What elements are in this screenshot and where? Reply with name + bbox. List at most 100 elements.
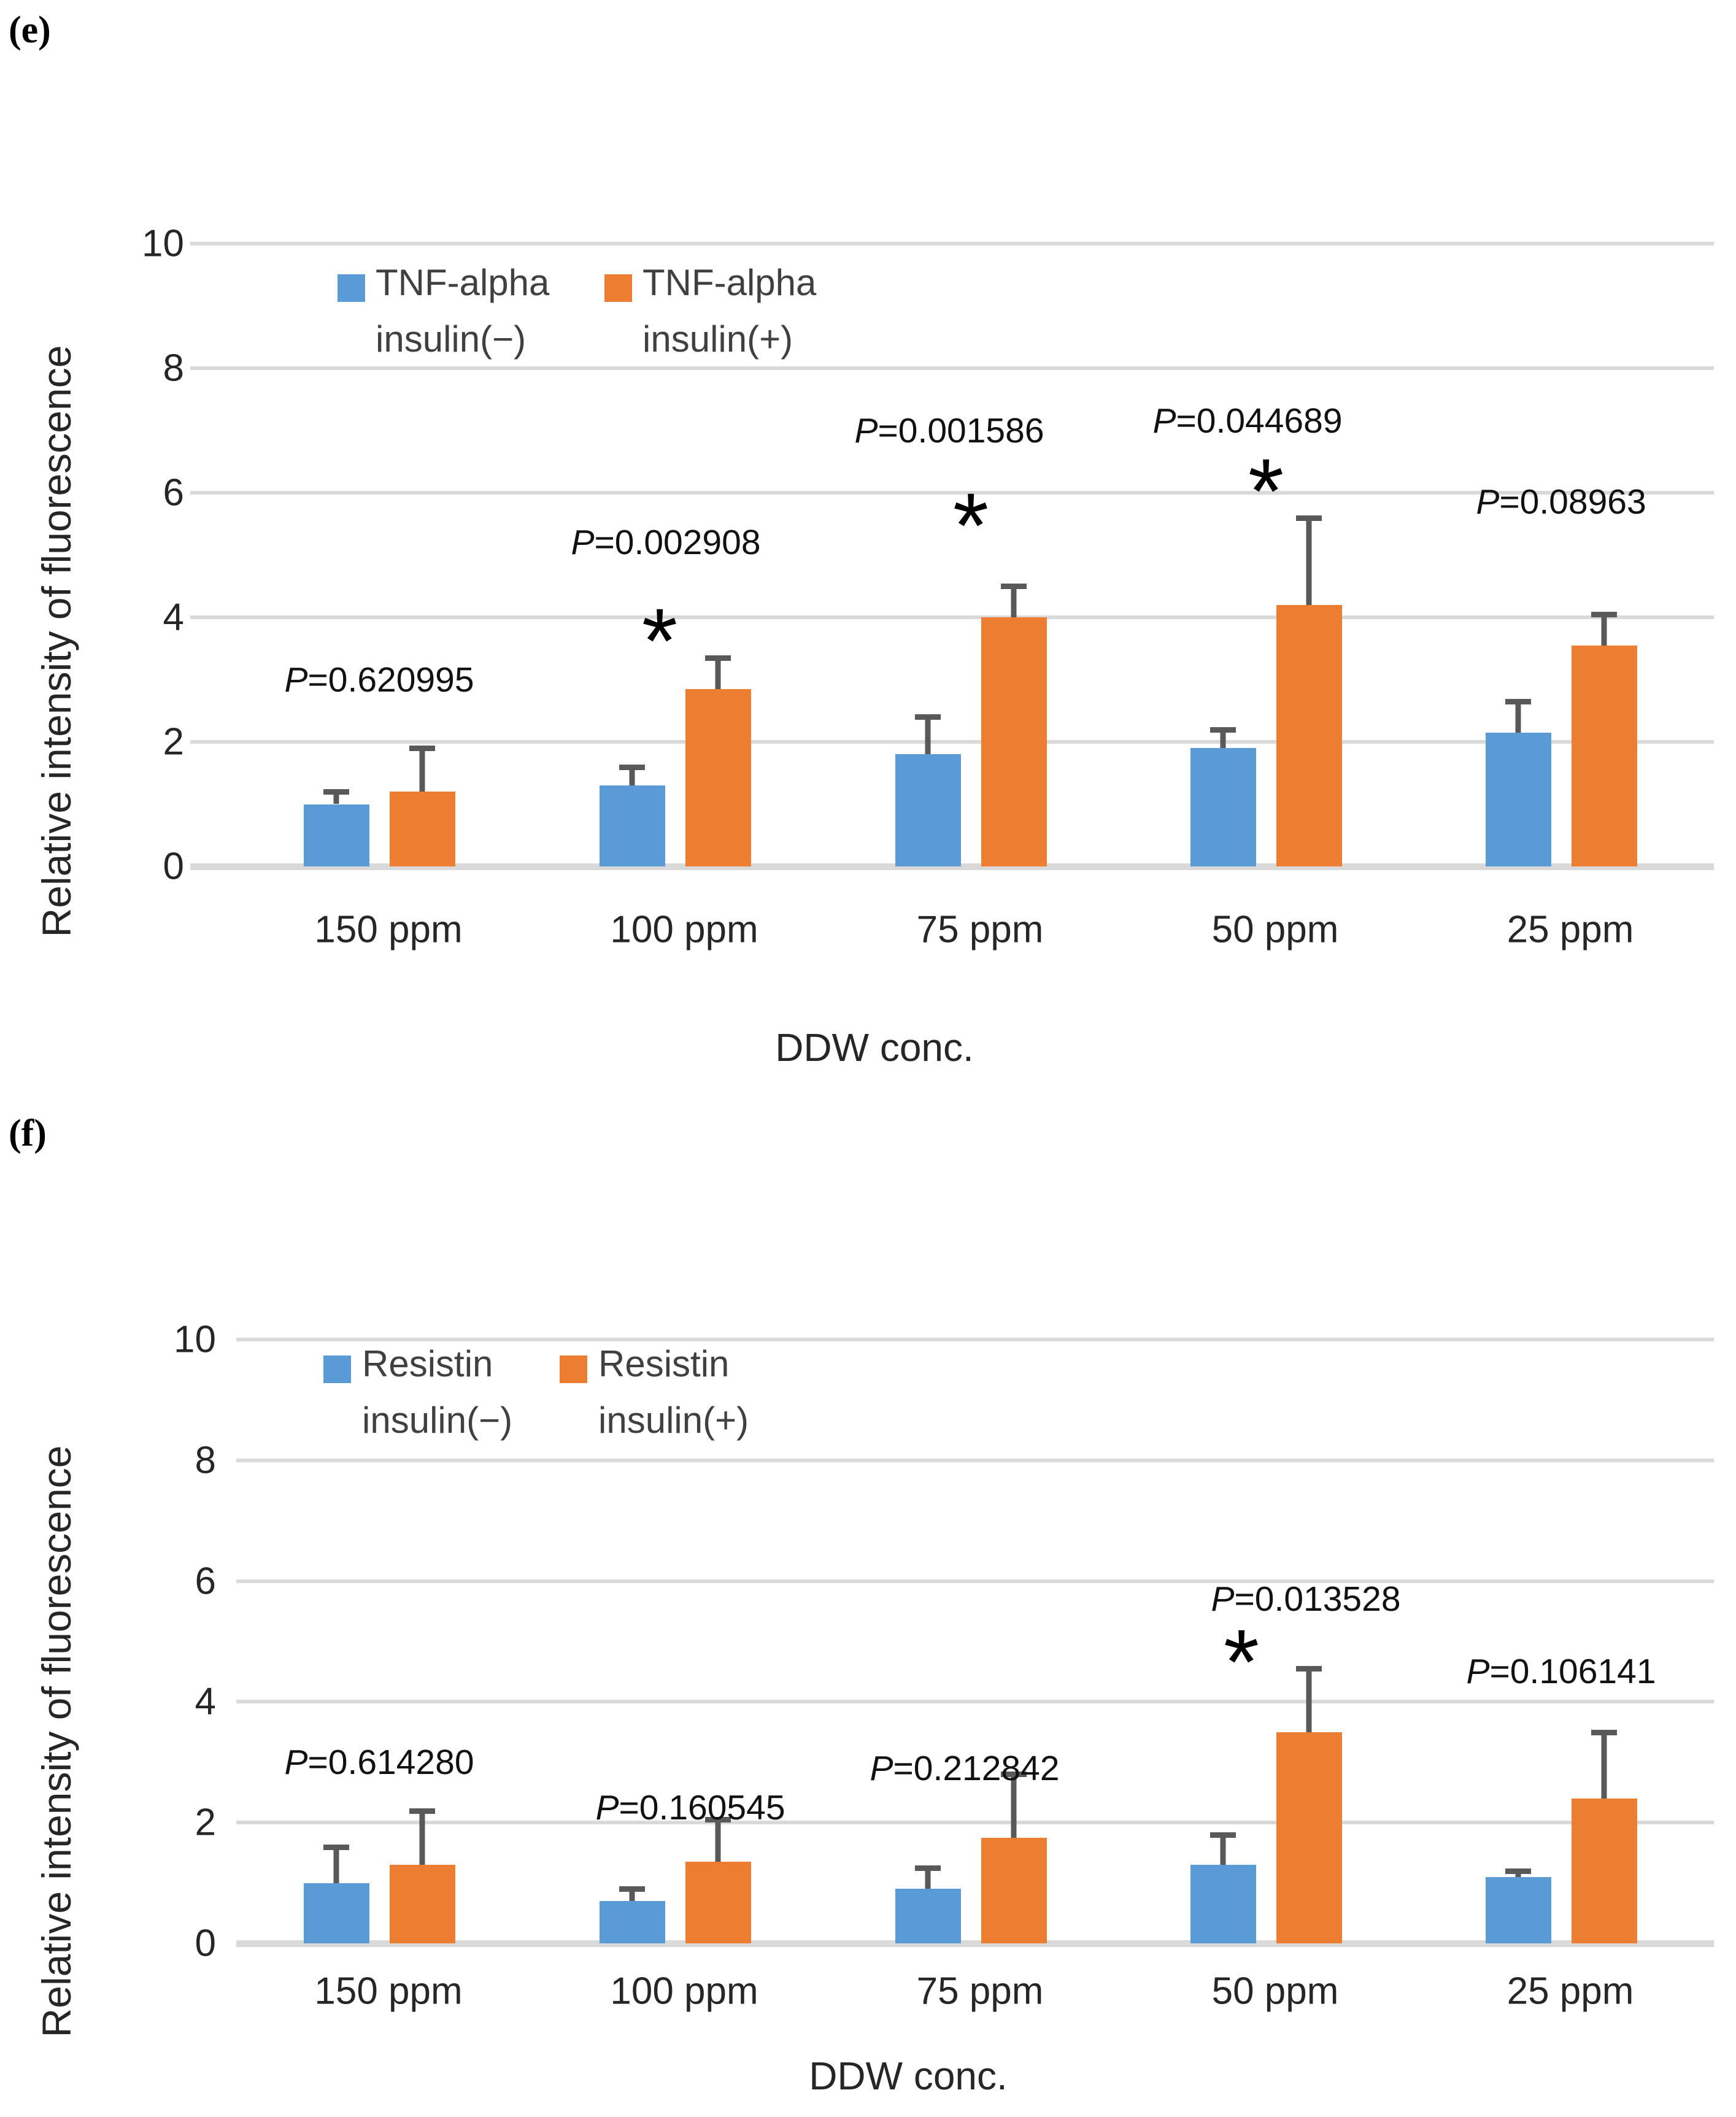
x-tick-label: 100 ppm [610, 908, 758, 951]
bar-insulin-plus-1 [389, 1865, 455, 1943]
p-value-label: P=0.614280 [284, 1742, 474, 1783]
error-bar-stem [333, 1846, 339, 1883]
y-tick-label: 10 [174, 1318, 216, 1361]
error-bar-cap [409, 1808, 435, 1814]
y-tick-label: 4 [195, 1680, 216, 1723]
p-symbol: P [1211, 1579, 1235, 1619]
x-tick-label: 150 ppm [314, 1970, 463, 2013]
p-symbol: P [595, 1787, 619, 1827]
bar-insulin-plus-2 [685, 688, 751, 866]
bar-insulin-minus-3 [895, 754, 961, 866]
x-tick-label: 50 ppm [1211, 1970, 1339, 2013]
p-value-label: P=0.08963 [1476, 482, 1646, 522]
p-value-text: =0.614280 [307, 1742, 474, 1782]
p-value-text: =0.620995 [307, 660, 474, 700]
p-value-label: P=0.212842 [870, 1748, 1059, 1789]
gridline-y6 [236, 1579, 1714, 1583]
error-bar-cap [705, 1817, 731, 1823]
legend-label-insulin-plus: TNF-alpha insulin(+) [642, 255, 816, 368]
bar-insulin-plus-1 [389, 792, 455, 866]
bar-insulin-plus-3 [981, 617, 1047, 866]
y-tick-label: 2 [163, 720, 184, 763]
legend-swatch-insulin-plus [604, 274, 632, 302]
error-bar-cap [1001, 584, 1027, 590]
p-value-label: P=0.002908 [571, 522, 760, 563]
gridline-y8 [236, 1458, 1714, 1462]
y-tick-label: 8 [195, 1439, 216, 1482]
error-bar-stem [925, 1868, 931, 1889]
x-tick-label: 25 ppm [1506, 908, 1634, 951]
error-bar-stem [715, 1819, 721, 1862]
x-tick-label: 75 ppm [916, 1970, 1044, 2013]
legend-swatch-insulin-plus [560, 1355, 587, 1383]
significance-asterisk: * [1248, 439, 1284, 543]
significance-asterisk: * [641, 589, 678, 693]
bar-insulin-plus-5 [1571, 645, 1637, 866]
y-tick-label: 2 [195, 1801, 216, 1844]
gridline-y8 [190, 366, 1714, 370]
gridline-y0 [236, 1940, 1714, 1947]
p-symbol: P [1152, 401, 1176, 441]
x-tick-label: 75 ppm [916, 908, 1044, 951]
x-tick-label: 150 ppm [314, 908, 463, 951]
y-tick-label: 0 [163, 845, 184, 888]
error-bar-cap [1296, 515, 1322, 521]
bar-insulin-minus-2 [599, 785, 665, 866]
error-bar-cap [409, 746, 435, 752]
error-bar-stem [419, 748, 425, 792]
error-bar-stem [333, 792, 339, 804]
x-tick-label: 100 ppm [610, 1970, 758, 2013]
error-bar-stem [629, 1889, 635, 1902]
p-value-text: =0.001586 [878, 411, 1044, 450]
x-tick-label: 50 ppm [1211, 908, 1339, 951]
p-symbol: P [1466, 1652, 1490, 1692]
error-bar-stem [925, 717, 931, 755]
error-bar-stem [629, 766, 635, 786]
p-value-label: P=0.106141 [1466, 1651, 1656, 1692]
gridline-y2 [190, 740, 1714, 744]
gridline-y4 [190, 615, 1714, 619]
error-bar-cap [323, 789, 349, 795]
error-bar-stem [1306, 517, 1312, 605]
error-bar-stem [1220, 1834, 1226, 1865]
p-symbol: P [1476, 482, 1500, 522]
y-tick-label: 6 [163, 471, 184, 514]
legend-swatch-insulin-minus [323, 1355, 351, 1383]
error-bar-cap [323, 1844, 349, 1850]
p-value-text: =0.08963 [1499, 482, 1646, 522]
error-bar-cap [1001, 1772, 1027, 1778]
panel-label: (f) [9, 1112, 47, 1154]
gridline-y4 [236, 1700, 1714, 1704]
p-value-text: =0.044689 [1176, 401, 1343, 441]
p-value-label: P=0.013528 [1211, 1579, 1400, 1619]
error-bar-cap [915, 1865, 941, 1871]
error-bar-cap [1591, 611, 1617, 617]
error-bar-cap [1210, 727, 1236, 733]
p-symbol: P [854, 411, 878, 450]
p-symbol: P [870, 1748, 893, 1788]
p-symbol: P [571, 523, 595, 563]
x-axis-title: DDW conc. [809, 2054, 1008, 2098]
error-bar-stem [715, 657, 721, 689]
gridline-y10 [190, 242, 1714, 245]
gridline-y0 [190, 863, 1714, 870]
legend-label-insulin-minus: Resistin insulin(−) [362, 1336, 512, 1449]
error-bar-cap [619, 1886, 645, 1892]
error-bar-stem [419, 1810, 425, 1865]
p-value-text: =0.106141 [1489, 1652, 1656, 1692]
p-value-text: =0.002908 [594, 523, 761, 563]
p-value-label: P=0.620995 [284, 660, 474, 700]
bar-insulin-minus-1 [303, 1883, 369, 1943]
legend-swatch-insulin-minus [338, 274, 365, 302]
error-bar-stem [1306, 1668, 1312, 1732]
bar-insulin-minus-2 [599, 1901, 665, 1943]
p-value-text: =0.160545 [619, 1787, 785, 1827]
legend-label-insulin-plus: Resistin insulin(+) [598, 1336, 749, 1449]
legend-label-line: insulin(−) [376, 318, 527, 360]
error-bar-cap [1505, 699, 1531, 705]
legend-label-line: insulin(+) [598, 1400, 749, 1441]
error-bar-stem [1011, 586, 1017, 617]
bar-insulin-minus-1 [303, 804, 369, 866]
p-value-text: =0.212842 [893, 1748, 1060, 1788]
